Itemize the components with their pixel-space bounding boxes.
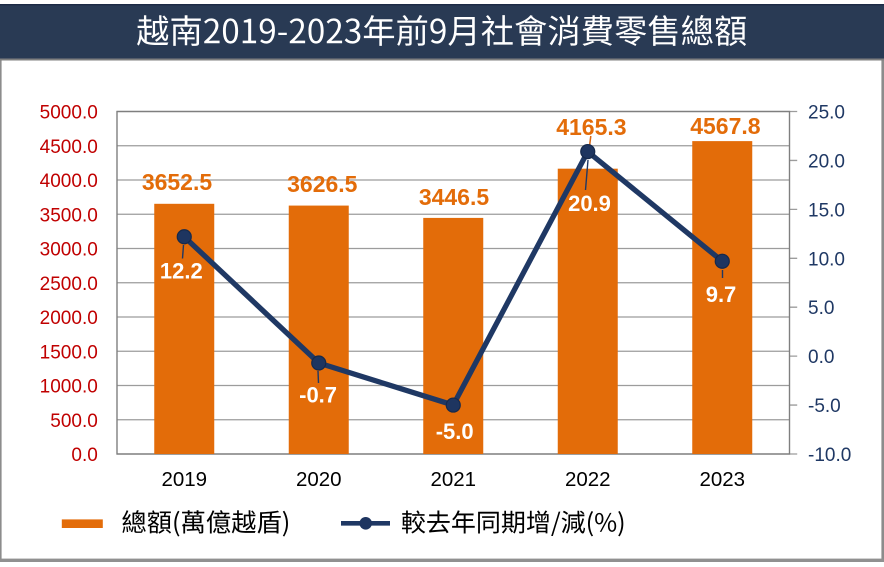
svg-text:1000.0: 1000.0	[40, 377, 98, 398]
svg-text:2020: 2020	[296, 468, 342, 491]
svg-text:2023: 2023	[699, 468, 745, 491]
svg-text:4000.0: 4000.0	[40, 171, 98, 192]
svg-text:3652.5: 3652.5	[142, 169, 213, 195]
svg-text:10.0: 10.0	[808, 249, 845, 270]
svg-text:3446.5: 3446.5	[419, 184, 490, 210]
svg-text:0.0: 0.0	[808, 347, 834, 368]
svg-text:500.0: 500.0	[50, 411, 98, 432]
svg-text:1500.0: 1500.0	[40, 342, 98, 363]
svg-text:12.2: 12.2	[160, 259, 203, 284]
svg-text:2000.0: 2000.0	[40, 308, 98, 329]
svg-text:-0.7: -0.7	[299, 383, 337, 408]
svg-text:20.9: 20.9	[568, 191, 611, 216]
svg-text:-10.0: -10.0	[808, 445, 851, 466]
svg-text:2022: 2022	[565, 468, 611, 491]
svg-text:5000.0: 5000.0	[40, 103, 98, 124]
svg-text:2019: 2019	[161, 468, 207, 491]
svg-text:5.0: 5.0	[808, 298, 834, 319]
svg-text:4500.0: 4500.0	[40, 137, 98, 158]
svg-text:2021: 2021	[430, 468, 476, 491]
svg-text:-5.0: -5.0	[808, 396, 841, 417]
svg-text:20.0: 20.0	[808, 151, 845, 172]
svg-text:9.7: 9.7	[706, 282, 737, 307]
svg-text:-5.0: -5.0	[436, 419, 474, 444]
svg-text:15.0: 15.0	[808, 200, 845, 221]
svg-text:2500.0: 2500.0	[40, 274, 98, 295]
svg-text:3626.5: 3626.5	[287, 171, 358, 197]
svg-text:3000.0: 3000.0	[40, 240, 98, 261]
svg-text:25.0: 25.0	[808, 103, 845, 124]
svg-text:4567.8: 4567.8	[690, 113, 761, 139]
svg-text:3500.0: 3500.0	[40, 205, 98, 226]
svg-text:4165.3: 4165.3	[556, 114, 626, 140]
svg-text:0.0: 0.0	[71, 445, 97, 466]
